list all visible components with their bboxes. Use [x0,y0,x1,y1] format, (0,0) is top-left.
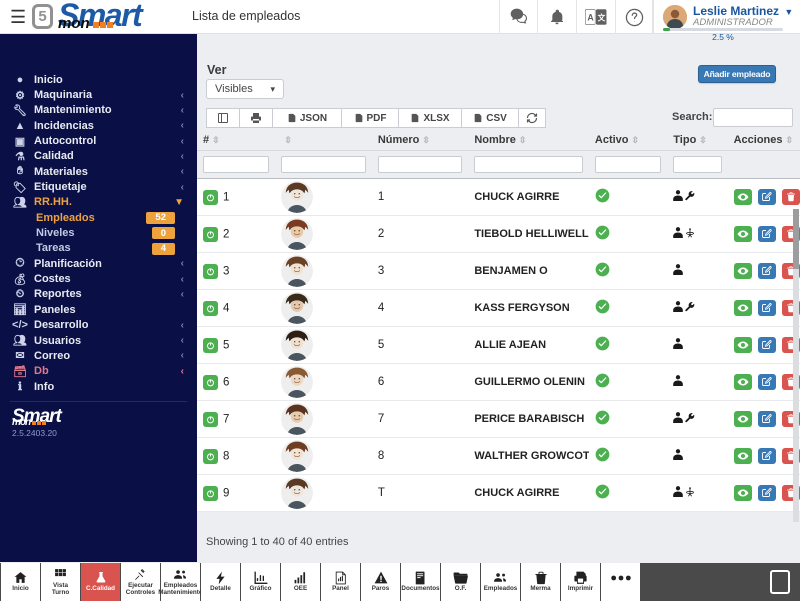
svg-text:文: 文 [597,12,605,22]
